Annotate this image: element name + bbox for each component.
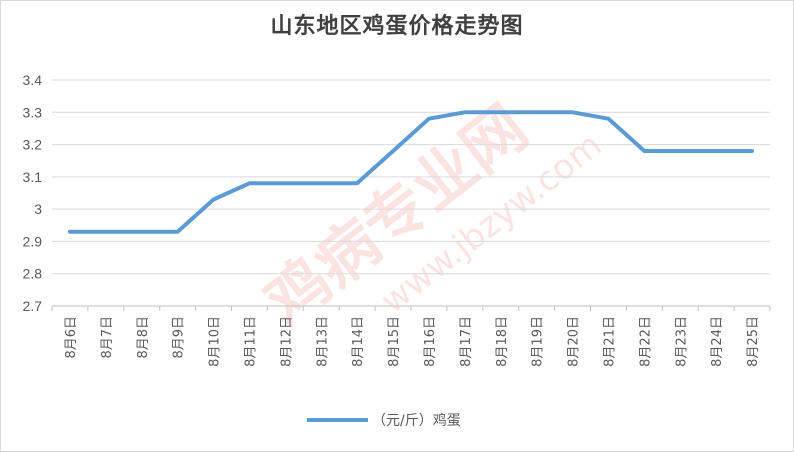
x-tick-label: 8月25日 xyxy=(746,316,761,367)
series-line xyxy=(68,110,754,234)
x-tick-label: 8月17日 xyxy=(459,316,474,367)
y-tick-label: 3 xyxy=(34,201,42,217)
y-tick-label: 3.1 xyxy=(23,169,43,185)
y-tick-label: 2.8 xyxy=(23,266,43,282)
legend-label: （元/斤）鸡蛋 xyxy=(372,412,461,429)
legend: （元/斤）鸡蛋 xyxy=(307,412,461,429)
x-tick-label: 8月19日 xyxy=(531,316,546,367)
y-tick-label: 3.2 xyxy=(23,137,43,153)
x-tick-label: 8月14日 xyxy=(351,316,366,367)
x-axis: 8月6日 8月7日 8月8日 8月9日 8月10日 8月11日 8月12日 8月13日 8月14… xyxy=(51,306,771,367)
y-tick-label: 2.9 xyxy=(23,233,43,249)
x-tick-label: 8月6日 xyxy=(64,316,79,359)
x-tick-label: 8月7日 xyxy=(100,316,115,359)
y-tick-label: 3.4 xyxy=(23,72,43,88)
x-tick-label: 8月15日 xyxy=(387,316,402,367)
y-axis: 2.7 2.8 2.9 3 3.1 3.2 3.3 3.4 xyxy=(23,72,43,314)
series-lines xyxy=(68,110,754,234)
x-tick-label: 8月23日 xyxy=(674,316,689,367)
y-tick-label: 2.7 xyxy=(23,298,43,314)
x-tick-label: 8月13日 xyxy=(315,316,330,367)
x-tick-label: 8月16日 xyxy=(423,316,438,367)
x-tick-label: 8月18日 xyxy=(495,316,510,367)
x-tick-label: 8月9日 xyxy=(172,316,187,359)
x-tick-label: 8月20日 xyxy=(567,316,582,367)
x-tick-label: 8月21日 xyxy=(602,316,617,367)
x-tick-label: 8月12日 xyxy=(279,316,294,367)
x-tick-label: 8月22日 xyxy=(638,316,653,367)
y-tick-label: 3.3 xyxy=(23,104,43,120)
x-tick-label: 8月11日 xyxy=(243,316,258,367)
x-tick-label: 8月10日 xyxy=(208,316,223,367)
x-tick-label: 8月24日 xyxy=(710,316,725,367)
x-tick-label: 8月8日 xyxy=(136,316,151,359)
chart-title: 山东地区鸡蛋价格走势图 xyxy=(270,13,524,39)
